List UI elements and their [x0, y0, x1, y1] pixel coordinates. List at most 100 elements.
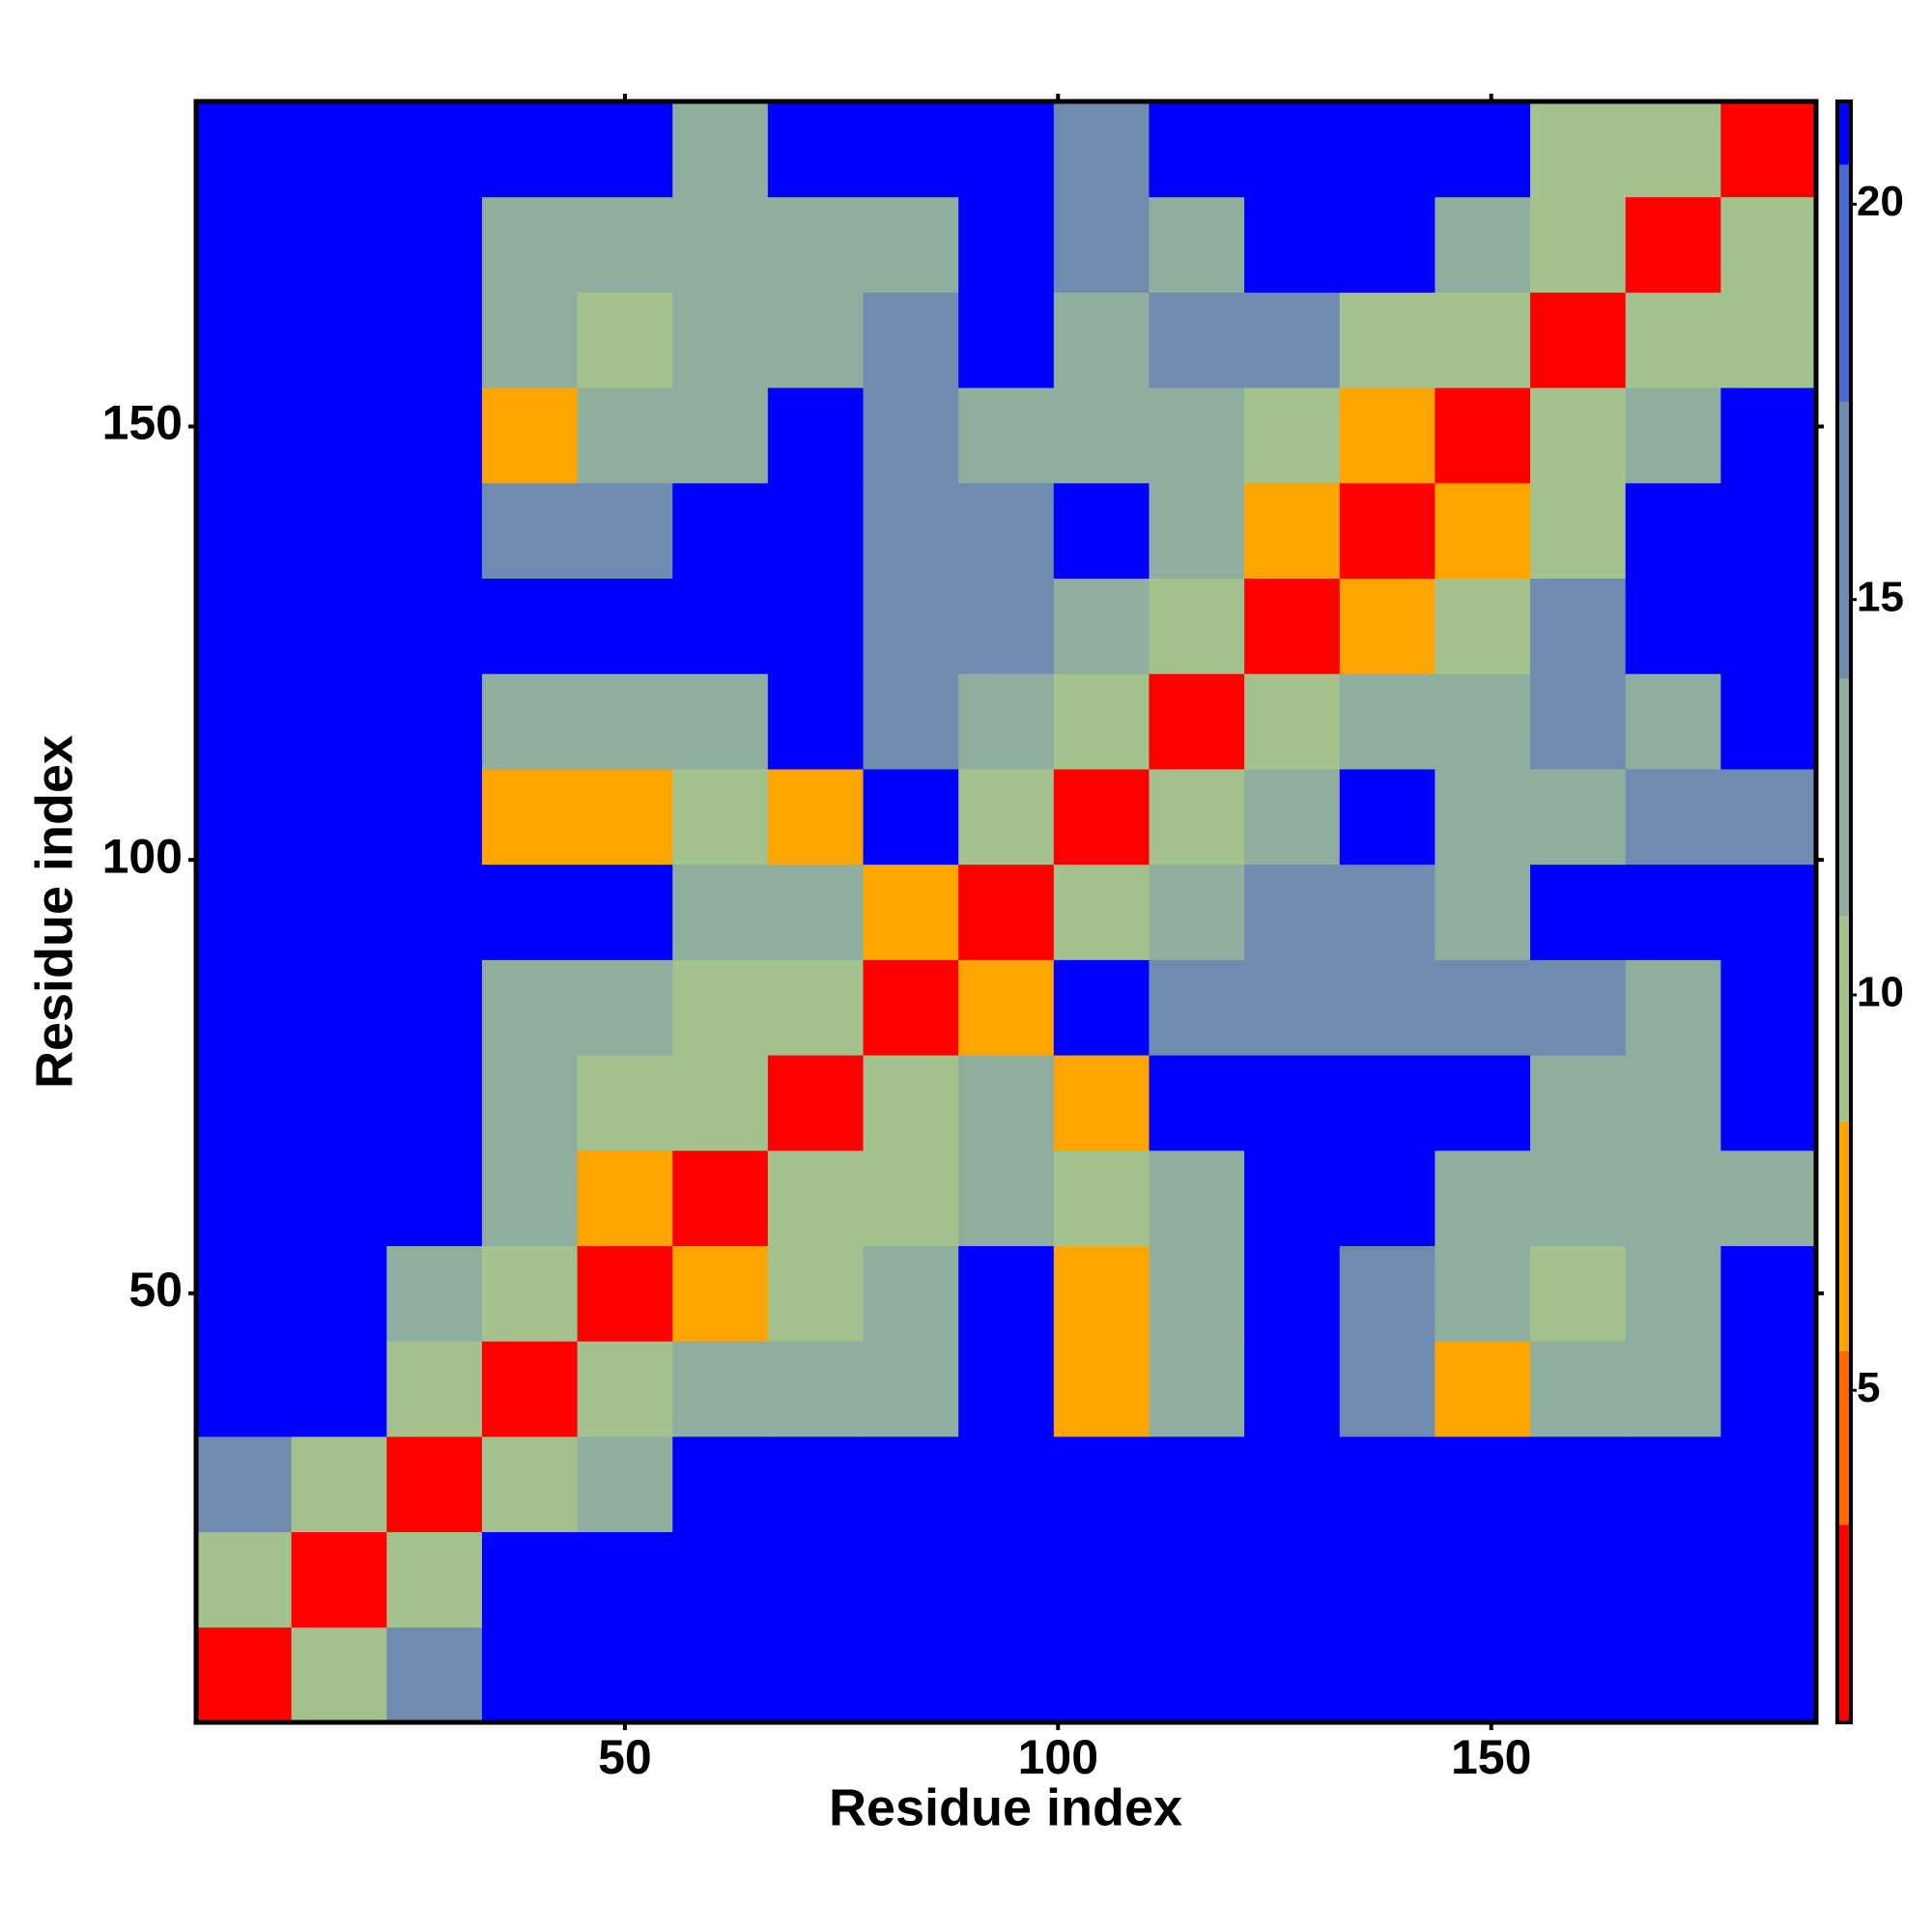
- heatmap-cell: [1339, 673, 1435, 770]
- heatmap-cell: [1530, 1055, 1627, 1151]
- heatmap-cell: [386, 768, 483, 866]
- heatmap-cell: [767, 482, 865, 580]
- heatmap-cell: [1244, 959, 1341, 1056]
- heatmap-cell: [672, 1531, 769, 1628]
- heatmap-cell: [1625, 1435, 1721, 1533]
- heatmap-cell: [1530, 578, 1627, 674]
- colorbar-band: [1837, 678, 1851, 917]
- heatmap-cell: [1720, 1531, 1817, 1628]
- colorbar-tick-label: 15: [1857, 573, 1904, 620]
- heatmap-cell: [958, 959, 1055, 1056]
- heatmap-cell: [1339, 482, 1435, 580]
- heatmap-cell: [577, 101, 673, 198]
- heatmap-cell: [577, 959, 673, 1056]
- colorbar-tick-label: 20: [1857, 178, 1904, 225]
- heatmap-cell: [958, 482, 1055, 580]
- heatmap-cell: [577, 196, 673, 293]
- heatmap-cell: [386, 1245, 483, 1342]
- heatmap-cell: [196, 1531, 293, 1628]
- heatmap-cell: [1720, 196, 1817, 293]
- heatmap-cell: [863, 959, 959, 1056]
- heatmap-cell: [672, 673, 769, 770]
- colorbar-band: [1837, 1350, 1851, 1525]
- heatmap-cell: [481, 864, 579, 960]
- heatmap-cell: [1720, 578, 1817, 674]
- heatmap-cell: [1149, 387, 1245, 484]
- heatmap-cell: [767, 1435, 865, 1533]
- heatmap-cell: [767, 959, 865, 1056]
- heatmap-cell: [1244, 1531, 1341, 1628]
- heatmap-cell: [1053, 387, 1150, 484]
- heatmap-cell: [1435, 1055, 1531, 1151]
- heatmap-cell: [958, 673, 1055, 770]
- colorbar-band: [1837, 101, 1851, 165]
- heatmap-cell: [386, 1341, 483, 1437]
- heatmap-cell: [1435, 1341, 1531, 1437]
- heatmap-cell: [1339, 1341, 1435, 1437]
- heatmap-cell: [1435, 196, 1531, 293]
- heatmap-cell: [1625, 1341, 1721, 1437]
- heatmap-cell: [1720, 101, 1817, 198]
- heatmap-cell: [1530, 101, 1627, 198]
- heatmap-cell: [1339, 1245, 1435, 1342]
- heatmap-cell: [386, 1435, 483, 1533]
- heatmap-cell: [1339, 1435, 1435, 1533]
- heatmap-cell: [577, 1435, 673, 1533]
- heatmap-cell: [958, 101, 1055, 198]
- heatmap-cell: [1149, 768, 1245, 866]
- heatmap-cell: [196, 1150, 293, 1246]
- heatmap-cell: [1720, 1435, 1817, 1533]
- y-axis-title: Residue index: [25, 735, 83, 1089]
- heatmap-cell: [1053, 768, 1150, 866]
- heatmap-cell: [958, 1245, 1055, 1342]
- heatmap-cell: [386, 1627, 483, 1723]
- heatmap-cell: [672, 1627, 769, 1723]
- heatmap-cell: [577, 1055, 673, 1151]
- heatmap-cell: [672, 1341, 769, 1437]
- heatmap-cell: [1625, 768, 1721, 866]
- heatmap-cell: [1720, 864, 1817, 960]
- heatmap-cell: [577, 292, 673, 388]
- heatmap-cell: [1339, 1627, 1435, 1723]
- heatmap-cell: [863, 578, 959, 674]
- heatmap-cell: [672, 1055, 769, 1151]
- heatmap-cell: [1625, 1055, 1721, 1151]
- heatmap-cell: [481, 673, 579, 770]
- heatmap-cell: [1435, 101, 1531, 198]
- heatmap-cell: [481, 1055, 579, 1151]
- heatmap-cell: [863, 196, 959, 293]
- heatmap-cell: [1053, 578, 1150, 674]
- heatmap-cell: [291, 864, 387, 960]
- heatmap-cell: [1244, 768, 1341, 866]
- heatmap-cell: [1053, 864, 1150, 960]
- heatmap-cell: [196, 482, 293, 580]
- heatmap-cell: [1149, 1245, 1245, 1342]
- heatmap-cell: [196, 864, 293, 960]
- heatmap-cell: [1339, 387, 1435, 484]
- heatmap-cell: [767, 1341, 865, 1437]
- heatmap-cell: [863, 1245, 959, 1342]
- heatmap-cell: [1339, 292, 1435, 388]
- heatmap-cell: [1625, 578, 1721, 674]
- heatmap-cell: [767, 1531, 865, 1628]
- heatmap-cell: [1625, 387, 1721, 484]
- heatmap-cell: [1625, 1150, 1721, 1246]
- heatmap-cell: [1244, 387, 1341, 484]
- heatmap-cell: [481, 1531, 579, 1628]
- heatmap-cell: [767, 292, 865, 388]
- y-tick-label: 50: [128, 1263, 183, 1317]
- heatmap-cell: [1530, 1435, 1627, 1533]
- heatmap-cell: [577, 1341, 673, 1437]
- heatmap-cell: [958, 768, 1055, 866]
- heatmap-cell: [577, 578, 673, 674]
- heatmap-cell: [1244, 292, 1341, 388]
- heatmap-cell: [577, 673, 673, 770]
- heatmap-cell: [1435, 864, 1531, 960]
- heatmap-cell: [386, 1531, 483, 1628]
- heatmap-cell: [1625, 101, 1721, 198]
- heatmap-cell: [1053, 1435, 1150, 1533]
- heatmap-cell: [958, 1435, 1055, 1533]
- heatmap-cell: [577, 482, 673, 580]
- heatmap-cell: [1625, 292, 1721, 388]
